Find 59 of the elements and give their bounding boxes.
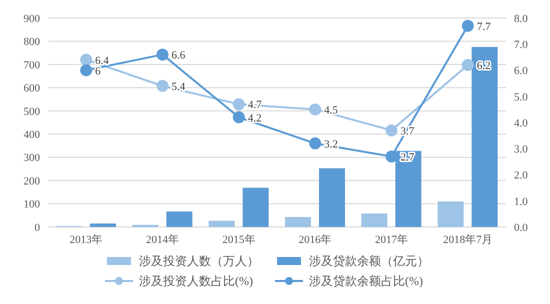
bar — [208, 220, 235, 227]
x-tick-label: 2013年 — [70, 234, 103, 246]
data-label: 6 — [95, 65, 102, 78]
bar — [242, 188, 269, 227]
y2-tick-label: 4.0 — [514, 117, 528, 130]
legend-label: 涉及投资人数占比(%) — [139, 272, 253, 290]
point — [80, 54, 92, 66]
y-tick-label: 400 — [24, 129, 40, 142]
x-tick-label: 2017年 — [375, 234, 408, 246]
data-label: 4.2 — [248, 112, 262, 124]
data-label: 5.4 — [172, 80, 186, 93]
x-tick-label: 2015年 — [222, 234, 256, 246]
y2-tick-label: 0.0 — [514, 222, 528, 234]
x-tick-label: 2018年7月 — [443, 234, 493, 246]
x-tick-label: 2014年 — [146, 234, 179, 246]
y-tick-label: 200 — [24, 175, 40, 188]
point — [462, 20, 474, 32]
bar — [319, 168, 345, 227]
point — [309, 137, 322, 150]
y2-tick-label: 6.0 — [514, 65, 528, 78]
y-tick-label: 700 — [24, 59, 40, 72]
point — [156, 48, 168, 61]
y2-tick-label: 2.0 — [514, 170, 528, 182]
point — [80, 64, 92, 76]
data-label: 2.7 — [400, 151, 415, 164]
bar — [285, 217, 311, 227]
data-label: 4.5 — [324, 104, 338, 116]
y-tick-label: 500 — [24, 106, 40, 118]
y-tick-label: 100 — [24, 198, 40, 211]
legend-label: 涉及贷款余额（亿元） — [309, 252, 429, 270]
bar — [472, 47, 498, 227]
y2-tick-label: 7.0 — [514, 39, 528, 52]
data-label: 4.7 — [248, 99, 262, 112]
bar — [361, 214, 388, 227]
legend-label: 涉及贷款余额占比(%) — [309, 272, 423, 290]
y2-tick-label: 8.0 — [514, 12, 528, 25]
point — [386, 124, 398, 136]
y-tick-label: 0 — [34, 222, 40, 234]
point — [232, 98, 245, 110]
y-tick-label: 300 — [24, 152, 40, 164]
data-label: 6.2 — [476, 60, 491, 72]
data-label: 6.4 — [95, 54, 110, 67]
point — [156, 80, 168, 92]
y-tick-label: 900 — [24, 12, 40, 25]
point — [309, 103, 322, 116]
bar — [166, 211, 192, 227]
point — [232, 111, 245, 124]
bar — [438, 201, 464, 227]
y2-tick-label: 3.0 — [514, 144, 528, 156]
legend-label: 涉及投资人数（万人） — [139, 252, 259, 270]
y-tick-label: 600 — [24, 82, 40, 95]
y-tick-label: 800 — [24, 36, 40, 48]
y2-tick-label: 1.0 — [514, 196, 528, 208]
point — [462, 59, 474, 72]
data-label: 7.7 — [476, 20, 492, 33]
y2-tick-label: 5.0 — [514, 91, 528, 104]
bar — [90, 224, 116, 227]
x-tick-label: 2016年 — [298, 234, 332, 246]
data-label: 6.6 — [172, 50, 186, 62]
